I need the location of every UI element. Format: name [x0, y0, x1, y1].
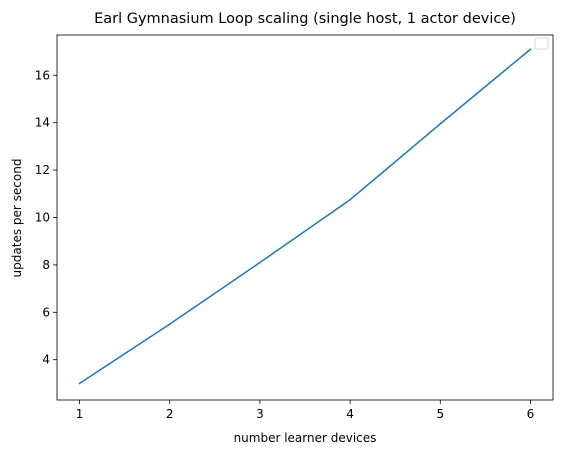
plot-area — [78, 48, 532, 385]
x-axis-label: number learner devices — [234, 431, 377, 445]
y-tick-label: 16 — [35, 68, 50, 82]
y-axis: 4 6 8 10 12 14 16 — [35, 68, 57, 367]
x-tick-label: 2 — [166, 407, 174, 421]
x-tick-label: 4 — [346, 407, 354, 421]
x-tick-label: 3 — [256, 407, 264, 421]
y-tick-label: 12 — [35, 163, 50, 177]
x-tick-label: 6 — [527, 407, 535, 421]
y-tick-label: 14 — [35, 116, 50, 130]
y-tick-label: 6 — [42, 305, 50, 319]
y-tick-label: 10 — [35, 211, 50, 225]
plot-frame — [56, 34, 554, 401]
series-line-0 — [78, 48, 532, 385]
y-tick-label: 8 — [42, 258, 50, 272]
y-tick-label: 4 — [42, 353, 50, 367]
x-tick-label: 1 — [76, 407, 84, 421]
x-axis: 1 2 3 4 5 6 — [76, 400, 535, 421]
x-tick-label: 5 — [436, 407, 444, 421]
y-axis-label: updates per second — [10, 159, 24, 278]
legend-box — [534, 37, 549, 50]
chart-title: Earl Gymnasium Loop scaling (single host… — [94, 11, 516, 27]
